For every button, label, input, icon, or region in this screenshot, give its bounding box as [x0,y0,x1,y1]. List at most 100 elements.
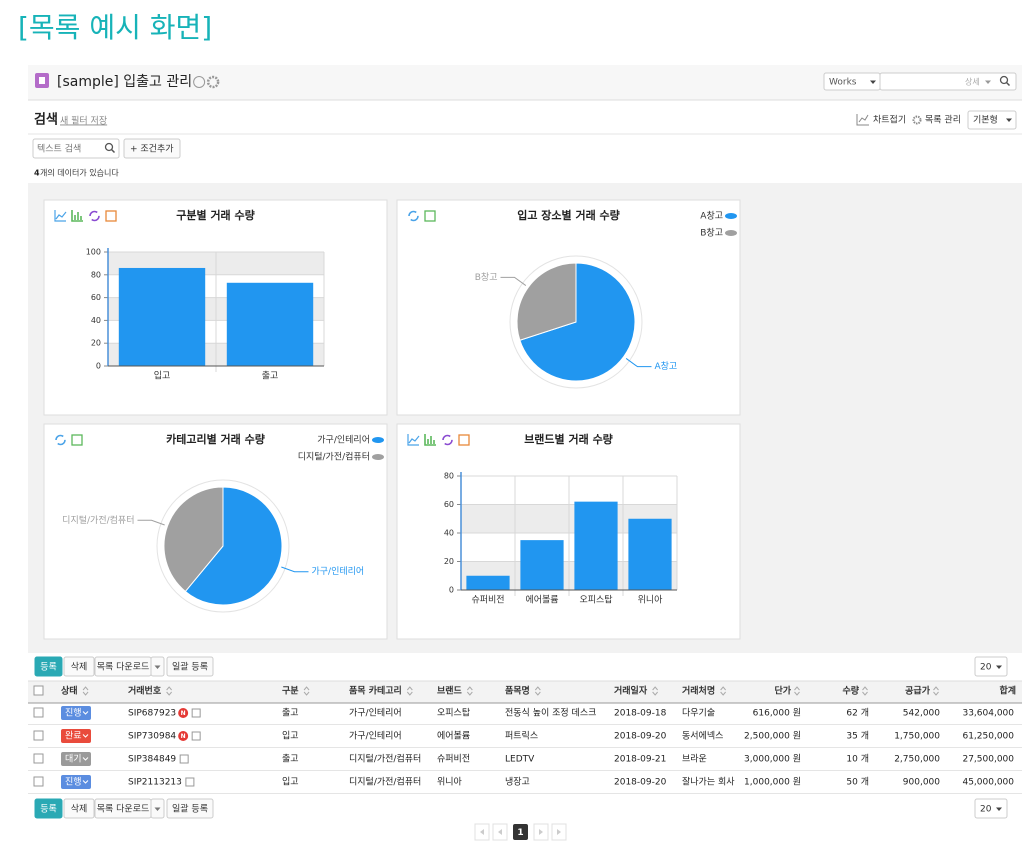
column-header[interactable]: 구분 [282,686,299,697]
save-filter-link[interactable]: 새 필터 저장 [60,115,107,127]
view-select[interactable] [967,110,1017,130]
cell-text: 2,750,000 [894,755,940,765]
cell-text: SIP730984 [128,732,176,742]
cell-text: 45,000,000 [962,778,1014,788]
search-input[interactable] [879,72,1017,91]
x-tick-label: 오피스탑 [579,594,612,606]
x-tick-label: 입고 [154,370,171,382]
column-header[interactable]: 단가 [774,685,791,697]
pie-slice [184,486,283,606]
save-button[interactable] [105,210,117,222]
cell-text: 2018-09-21 [614,755,666,765]
delete-button[interactable] [63,656,95,677]
sort-icon[interactable] [166,686,173,696]
sort-icon[interactable] [862,686,868,696]
current-page[interactable] [513,824,528,840]
refresh-button[interactable] [442,434,453,446]
save-button[interactable] [71,434,83,446]
status-badge[interactable] [61,752,91,766]
delete-label: 삭제 [71,662,88,673]
sort-icon[interactable] [406,686,413,696]
sort-icon[interactable] [794,686,800,696]
slice-label: 가구/인테리어 [312,566,365,577]
sort-icon[interactable] [466,686,473,696]
bulk-register-button[interactable] [166,656,214,677]
page-size-select[interactable] [974,656,1008,677]
refresh-button[interactable] [55,434,66,446]
column-header[interactable]: 수량 [842,685,859,697]
app-title: [sample] 입출고 관리 [57,74,192,90]
save-button[interactable] [424,210,436,222]
popup-icon[interactable] [185,777,195,787]
download-label: 목록 다운로드 [97,662,150,673]
x-tick-label: 출고 [262,371,279,382]
cell-text: 슈퍼비전 [437,754,470,765]
sort-icon[interactable] [303,686,310,696]
row-checkbox[interactable] [33,776,44,787]
pie-slice [519,262,636,382]
cell-text: 2,500,000 원 [744,731,801,742]
settings-icon[interactable] [206,75,220,89]
app-select-label: Works [829,78,857,88]
line-chart-toggle[interactable] [407,434,420,446]
sort-icon[interactable] [720,686,727,696]
page-nav-arrow [480,829,484,835]
legend-label[interactable]: A창고 [700,211,723,222]
popup-icon[interactable] [191,731,201,741]
cell-text: 가구/인테리어 [349,708,402,719]
cell-text: 50 개 [846,777,869,788]
row-checkbox[interactable] [33,753,44,764]
status-badge[interactable] [61,706,91,720]
list-manage-button[interactable]: 목록 관리 [925,115,961,126]
refresh-button[interactable] [408,210,419,222]
column-header[interactable]: 품목 카테고리 [349,685,402,697]
line-chart-toggle[interactable] [54,210,67,222]
cell-text: 입고 [282,730,299,742]
delete-button[interactable] [63,798,95,819]
y-tick-label: 40 [444,529,454,538]
column-header[interactable]: 거래번호 [128,685,162,697]
refresh-button[interactable] [89,210,100,222]
fold-chart-button[interactable]: 차트접기 [873,114,906,126]
page-size-select[interactable] [974,798,1008,819]
column-header[interactable]: 상태 [61,685,78,697]
result-count: 4 [34,169,40,178]
legend-label[interactable]: B창고 [700,228,723,239]
select-all-checkbox[interactable] [33,685,44,696]
column-header[interactable]: 브랜드 [437,685,463,697]
register-button[interactable] [34,656,63,677]
text-search-input[interactable] [32,138,120,159]
delete-label: 삭제 [71,804,88,815]
y-tick-label: 60 [91,293,101,302]
save-button[interactable] [458,434,470,446]
status-badge[interactable] [61,729,91,743]
row-checkbox[interactable] [33,707,44,718]
bar-chart-toggle[interactable] [424,434,436,446]
column-header[interactable]: 거래처명 [682,685,715,697]
page-size-label: 20 [980,663,992,673]
add-condition-button[interactable] [123,138,181,159]
sort-icon[interactable] [82,686,89,696]
legend-label[interactable]: 가구/인테리어 [317,435,370,446]
bar-chart-toggle[interactable] [71,210,83,222]
register-label: 등록 [40,662,57,673]
new-badge-label: N [181,710,186,717]
status-badge[interactable] [61,775,91,789]
sort-icon[interactable] [534,686,541,696]
y-tick-label: 60 [444,500,454,509]
bulk-register-button[interactable] [166,798,214,819]
popup-icon[interactable] [191,708,201,718]
popup-icon[interactable] [179,754,189,764]
legend-label[interactable]: 디지털/가전/컴퓨터 [298,451,370,463]
column-header[interactable]: 품목명 [505,685,530,697]
info-icon[interactable] [193,76,206,88]
column-header[interactable]: 합계 [999,685,1016,697]
status-label: 완료 [65,731,82,742]
column-header[interactable]: 공급가 [905,685,931,697]
sort-icon[interactable] [933,686,939,696]
column-header[interactable]: 거래일자 [614,685,648,697]
row-checkbox[interactable] [33,730,44,741]
sort-icon[interactable] [652,686,659,696]
register-button[interactable] [34,798,63,819]
